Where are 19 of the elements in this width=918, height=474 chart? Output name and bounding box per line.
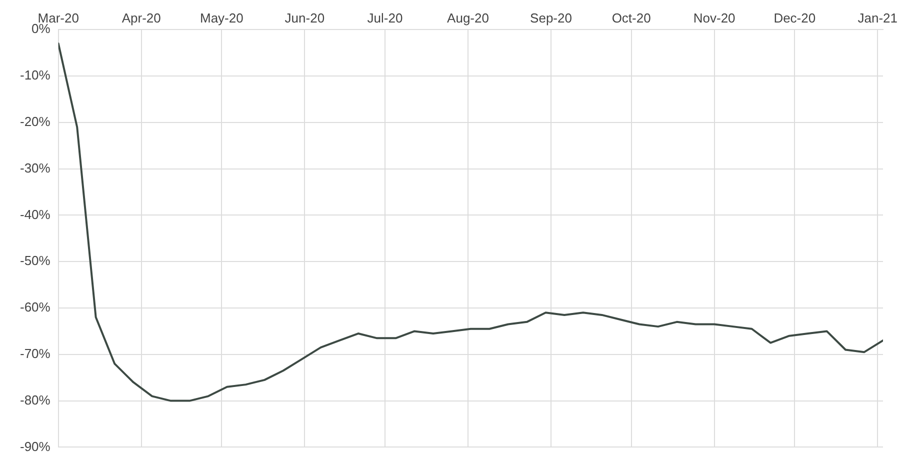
y-tick-label: -60%: [20, 300, 51, 315]
y-tick-label: -20%: [20, 114, 51, 129]
x-tick-label: Jan-21: [858, 10, 898, 26]
y-tick-label: -30%: [20, 160, 51, 176]
x-tick-label: Jul-20: [367, 10, 403, 26]
y-tick-label: -50%: [20, 253, 51, 268]
x-tick-label: Aug-20: [447, 10, 489, 26]
x-tick-label: Nov-20: [693, 10, 736, 26]
x-tick-label: Oct-20: [612, 10, 651, 26]
y-tick-label: -80%: [20, 392, 51, 408]
y-tick-label: -40%: [20, 206, 51, 222]
x-tick-label: Dec-20: [774, 10, 816, 26]
x-tick-label: Sep-20: [530, 10, 572, 26]
x-tick-label: Apr-20: [122, 10, 161, 26]
y-tick-label: -70%: [20, 346, 51, 361]
y-tick-label: -10%: [20, 68, 51, 83]
x-tick-label: May-20: [200, 10, 244, 26]
x-tick-label: Jun-20: [284, 10, 325, 26]
y-tick-label: -90%: [20, 438, 51, 454]
